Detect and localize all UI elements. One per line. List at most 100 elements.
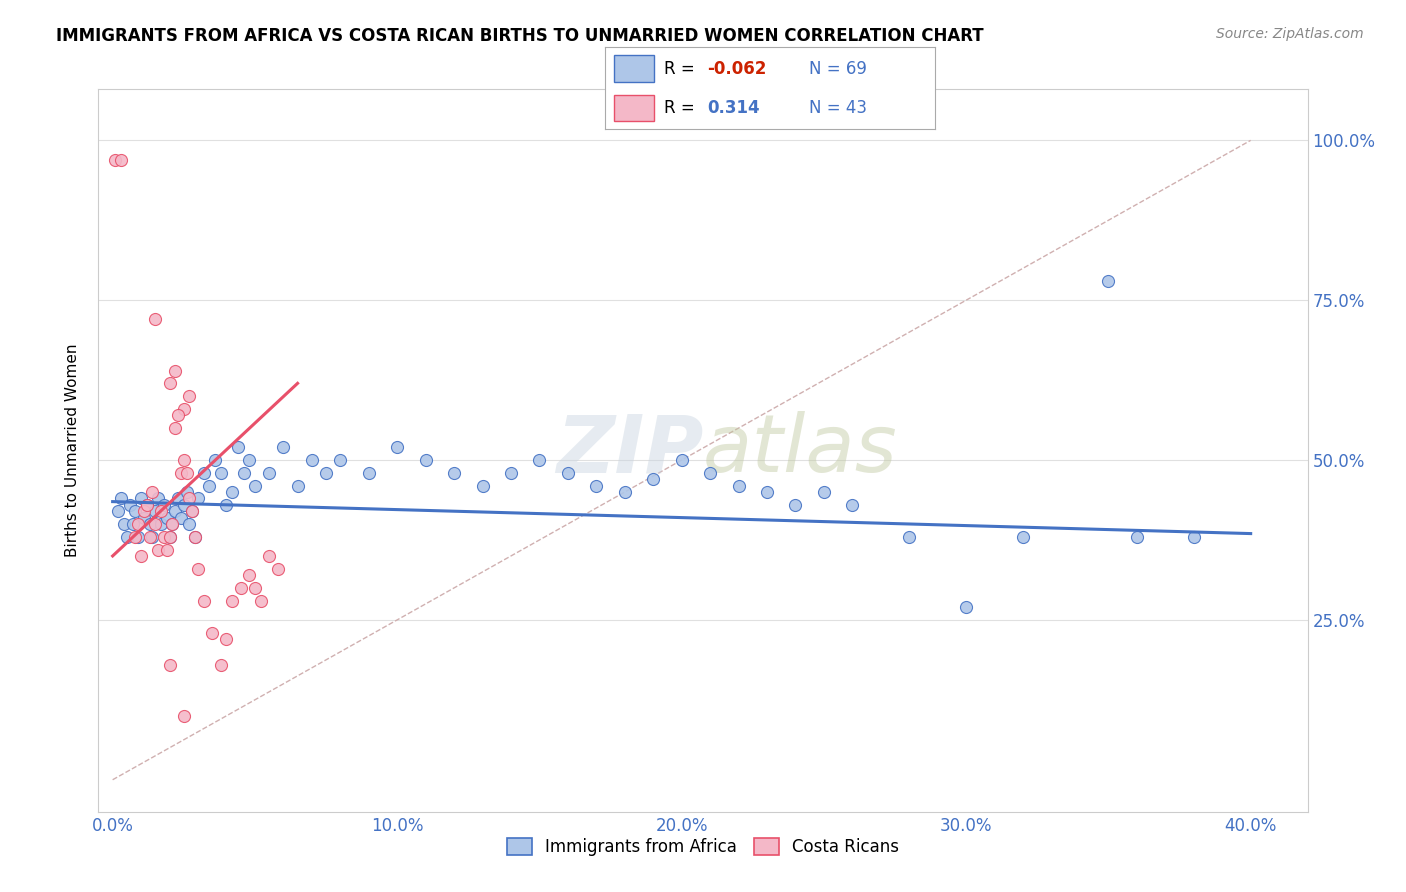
Point: [249, 593, 271, 607]
Point: [209, 657, 232, 672]
Point: [173, 401, 195, 416]
Point: [613, 485, 636, 500]
Point: [146, 542, 169, 557]
Point: [121, 516, 143, 531]
Point: [841, 498, 863, 512]
Point: [243, 478, 266, 492]
Point: [232, 466, 254, 480]
Point: [179, 491, 201, 506]
Point: [132, 510, 155, 524]
Point: [179, 389, 201, 403]
Point: [187, 562, 209, 576]
Point: [315, 466, 337, 480]
Text: R =: R =: [664, 99, 700, 117]
Point: [107, 504, 129, 518]
Point: [138, 530, 160, 544]
Point: [813, 485, 835, 500]
Point: [287, 478, 309, 492]
Point: [955, 600, 977, 615]
Point: [243, 581, 266, 595]
Point: [129, 549, 152, 563]
Point: [146, 491, 169, 506]
Point: [165, 504, 187, 518]
Point: [585, 478, 607, 492]
Point: [756, 485, 779, 500]
Point: [170, 466, 193, 480]
Bar: [614, 95, 654, 121]
Point: [143, 516, 166, 531]
Point: [385, 440, 408, 454]
Point: [181, 504, 204, 518]
Point: [173, 708, 195, 723]
Point: [118, 498, 141, 512]
Point: [129, 491, 152, 506]
Point: [238, 453, 260, 467]
Point: [162, 516, 184, 531]
Point: [471, 478, 494, 492]
Text: N = 69: N = 69: [810, 60, 868, 78]
Point: [124, 504, 146, 518]
Point: [156, 510, 179, 524]
Point: [215, 498, 238, 512]
Point: [143, 312, 166, 326]
Point: [135, 498, 157, 512]
Text: R =: R =: [664, 60, 700, 78]
Point: [266, 562, 288, 576]
Point: [141, 485, 163, 500]
Point: [159, 376, 181, 391]
Point: [727, 478, 749, 492]
Point: [153, 498, 176, 512]
Point: [141, 530, 163, 544]
Text: Source: ZipAtlas.com: Source: ZipAtlas.com: [1216, 27, 1364, 41]
Point: [159, 657, 181, 672]
Point: [159, 530, 181, 544]
Point: [257, 549, 280, 563]
Point: [181, 504, 204, 518]
Point: [173, 498, 195, 512]
Point: [184, 530, 207, 544]
Point: [165, 421, 187, 435]
Point: [301, 453, 323, 467]
Point: [529, 453, 551, 467]
Point: [229, 581, 252, 595]
Point: [357, 466, 380, 480]
Point: [699, 466, 721, 480]
Point: [198, 478, 221, 492]
Point: [179, 516, 201, 531]
Point: [499, 466, 522, 480]
Point: [150, 504, 173, 518]
Point: [110, 153, 132, 167]
Point: [124, 530, 146, 544]
Point: [443, 466, 465, 480]
Point: [1012, 530, 1035, 544]
Point: [221, 485, 243, 500]
Point: [176, 485, 198, 500]
Point: [193, 466, 215, 480]
Point: [1126, 530, 1149, 544]
Point: [557, 466, 579, 480]
Y-axis label: Births to Unmarried Women: Births to Unmarried Women: [65, 343, 80, 558]
Point: [162, 516, 184, 531]
Point: [159, 530, 181, 544]
Text: atlas: atlas: [703, 411, 898, 490]
Point: [104, 153, 127, 167]
Point: [257, 466, 280, 480]
Legend: Immigrants from Africa, Costa Ricans: Immigrants from Africa, Costa Ricans: [499, 830, 907, 865]
Text: -0.062: -0.062: [707, 60, 766, 78]
Point: [173, 453, 195, 467]
Text: N = 43: N = 43: [810, 99, 868, 117]
Point: [165, 363, 187, 377]
Text: ZIP: ZIP: [555, 411, 703, 490]
Point: [156, 542, 179, 557]
Bar: [614, 55, 654, 82]
Point: [143, 504, 166, 518]
Point: [150, 516, 173, 531]
Point: [415, 453, 437, 467]
Point: [167, 491, 190, 506]
Point: [643, 472, 665, 486]
Point: [1097, 274, 1119, 288]
Point: [110, 491, 132, 506]
Text: 0.314: 0.314: [707, 99, 759, 117]
Point: [785, 498, 807, 512]
Point: [193, 593, 215, 607]
